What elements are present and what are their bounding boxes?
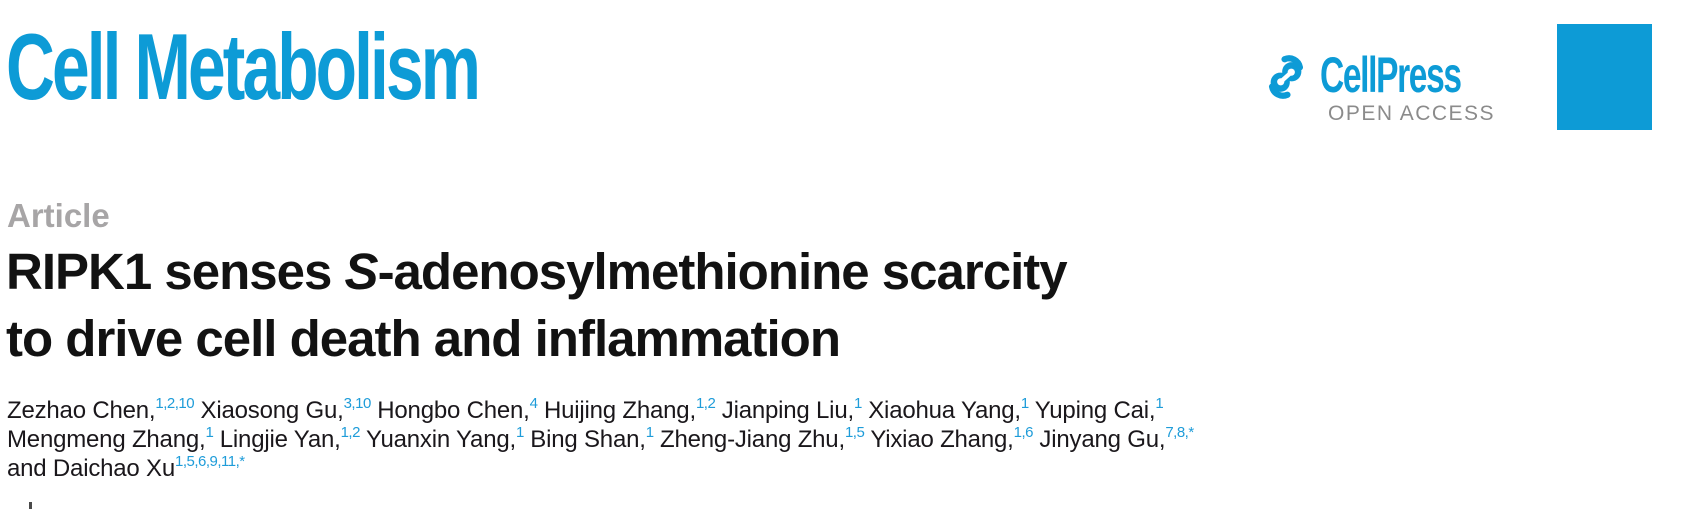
brand-color-block — [1557, 24, 1652, 130]
author-affiliation-superscript: 1,5,6,9,11,* — [175, 453, 245, 470]
author-name: Jinyang Gu, — [1032, 426, 1166, 453]
cellpress-swirl-icon — [1268, 55, 1304, 99]
title-italic-s: S — [344, 243, 379, 300]
author-name: Xiaosong Gu, — [194, 397, 344, 424]
affiliation-superscript-cropped — [29, 502, 32, 509]
author-name: Mengmeng Zhang, — [7, 426, 206, 453]
author-name: Xiaohua Yang, — [861, 397, 1021, 424]
title-line1-post: -adenosylmethionine scarcity — [377, 243, 1068, 300]
author-affiliation-superscript: 1 — [1155, 395, 1164, 412]
author-affiliation-superscript: 7,8,* — [1165, 424, 1194, 441]
author-affiliation-superscript: 1 — [205, 424, 214, 441]
author-affiliation-superscript: 1 — [853, 395, 862, 412]
author-affiliation-superscript: 4 — [529, 395, 538, 412]
author-affiliation-superscript: 1,2,10 — [155, 395, 195, 412]
author-name: Hongbo Chen, — [370, 397, 530, 424]
author-name: and Daichao Xu — [7, 455, 175, 482]
author-name: Lingjie Yan, — [213, 426, 341, 453]
author-name: Bing Shan, — [523, 426, 646, 453]
author-name: Yuanxin Yang, — [359, 426, 516, 453]
author-affiliation-superscript: 1,5 — [844, 424, 865, 441]
article-type-kicker: Article — [7, 197, 110, 234]
author-affiliation-superscript: 1,6 — [1013, 424, 1034, 441]
author-affiliation-superscript: 3,10 — [343, 395, 372, 412]
author-line: and Daichao Xu1,5,6,9,11,* — [7, 454, 1607, 483]
author-name: Yixiao Zhang, — [864, 426, 1014, 453]
author-name: Jianping Liu, — [715, 397, 854, 424]
title-line1-pre: RIPK1 senses — [6, 243, 345, 300]
author-name: Huijing Zhang, — [537, 397, 696, 424]
author-affiliation-superscript: 1,2 — [340, 424, 361, 441]
author-name: Yuping Cai, — [1028, 397, 1156, 424]
article-title: RIPK1 senses S-adenosylmethionine scarci… — [6, 238, 1406, 372]
author-name: Zheng-Jiang Zhu, — [653, 426, 845, 453]
title-line2: to drive cell death and inflammation — [6, 310, 841, 367]
author-line: Zezhao Chen,1,2,10 Xiaosong Gu,3,10 Hong… — [7, 396, 1607, 425]
author-affiliation-superscript: 1 — [515, 424, 524, 441]
author-name: Zezhao Chen, — [7, 397, 156, 424]
author-affiliation-superscript: 1 — [1020, 395, 1029, 412]
cellpress-logo: CellPress — [1320, 47, 1462, 103]
author-line: Mengmeng Zhang,1 Lingjie Yan,1,2 Yuanxin… — [7, 425, 1607, 454]
author-affiliation-superscript: 1 — [645, 424, 654, 441]
open-access-label: OPEN ACCESS — [1328, 102, 1496, 125]
author-list: Zezhao Chen,1,2,10 Xiaosong Gu,3,10 Hong… — [7, 396, 1607, 483]
journal-logo: Cell Metabolism — [6, 14, 481, 119]
author-affiliation-superscript: 1,2 — [695, 395, 716, 412]
